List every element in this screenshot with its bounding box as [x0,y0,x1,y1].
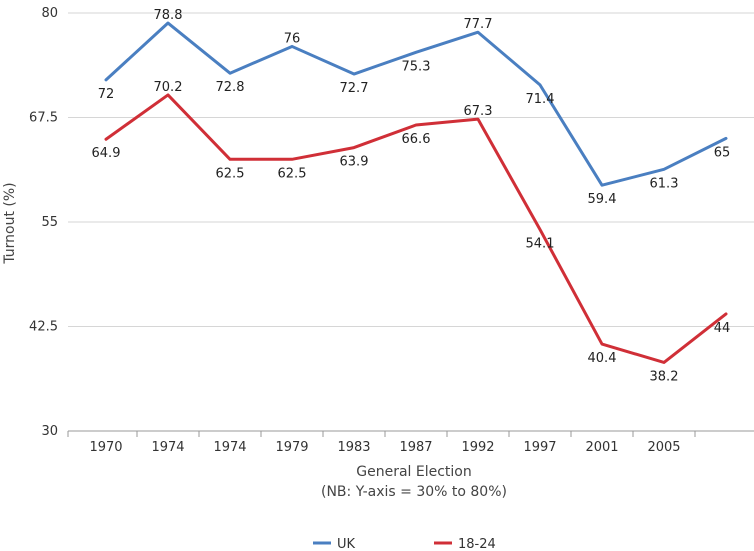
gridlines [68,12,754,432]
x-tick-label: 1974 [151,440,184,455]
data-label: 78.8 [154,8,183,23]
series-line-18-24 [104,93,728,364]
data-label: 63.9 [340,155,369,170]
data-label: 65 [714,145,731,160]
y-axis-title: Turnout (%) [2,182,18,264]
x-tick-label: 1987 [399,440,432,455]
data-label: 75.3 [402,59,431,74]
x-axis-title: General Election [356,464,472,480]
x-tick-label: 1997 [523,440,556,455]
x-tick-label: 1970 [89,440,122,455]
x-axis-ticks: 1970 1974 1974 1979 1983 1987 1992 1997 2001 2005 [67,431,696,455]
data-label: 64.9 [92,146,121,161]
data-label: 59.4 [588,192,617,207]
legend: UK 18-24 [313,537,496,551]
data-label: 72.7 [340,81,369,96]
data-label: 66.6 [402,132,431,147]
data-label: 62.5 [216,166,245,181]
data-label: 44 [714,321,731,336]
series-lines [104,21,728,364]
y-tick-label: 67.5 [29,111,58,126]
legend-label-18-24: 18-24 [458,537,496,551]
y-tick-label: 42.5 [29,320,58,335]
data-label: 54.1 [526,237,555,252]
data-label: 71.4 [526,92,555,107]
legend-label-uk: UK [337,537,356,551]
y-tick-label: 80 [41,6,58,21]
data-label: 40.4 [588,351,617,366]
data-label: 72 [98,87,115,102]
data-label: 70.2 [154,80,183,95]
data-label: 67.3 [464,104,493,119]
y-axis-ticks: 30 42.5 55 67.5 80 [29,6,58,439]
data-label: 61.3 [650,176,679,191]
y-tick-label: 55 [41,215,58,230]
x-axis-note: (NB: Y-axis = 30% to 80%) [321,484,507,500]
x-tick-label: 2001 [585,440,618,455]
data-label: 72.8 [216,80,245,95]
series-line-uk [104,21,728,187]
x-tick-label: 1983 [337,440,370,455]
data-label: 38.2 [650,369,679,384]
x-tick-label: 1979 [275,440,308,455]
data-label: 62.5 [278,166,307,181]
x-tick-label: 2005 [647,440,680,455]
data-label: 77.7 [464,17,493,32]
data-label: 76 [284,31,301,46]
data-labels: 72 78.8 72.8 76 72.7 75.3 77.7 71.4 59.4 61.3 65 64… [92,8,731,384]
y-tick-label: 30 [41,424,58,439]
x-tick-label: 1992 [461,440,494,455]
x-tick-label: 1974 [213,440,246,455]
